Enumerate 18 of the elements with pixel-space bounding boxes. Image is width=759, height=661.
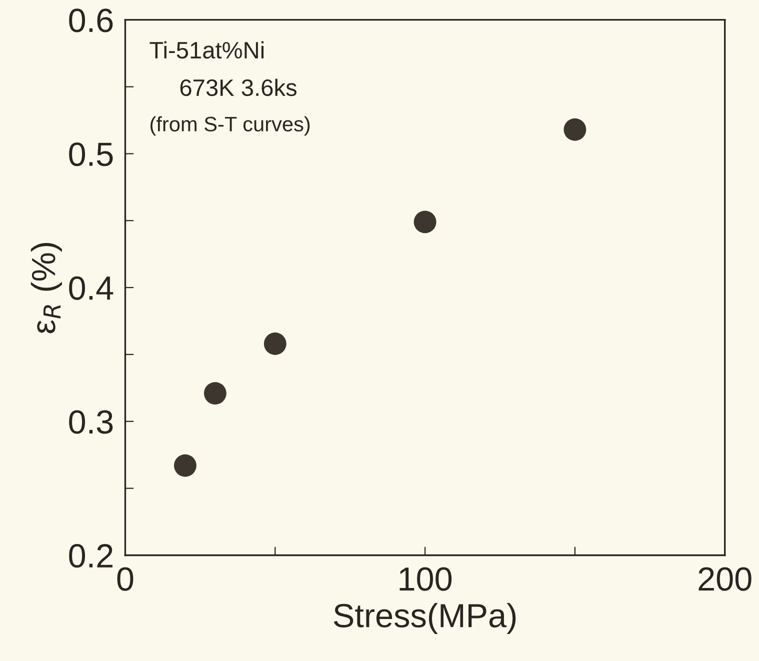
annotation: Ti-51at%Ni	[150, 41, 264, 59]
point	[174, 454, 196, 477]
y-tick-label: 0.2	[69, 544, 112, 568]
y-axis-title: ε$_{R}$ (%)	[30, 243, 62, 334]
x-tick-label: 200	[698, 567, 752, 591]
y-tick-label: 0.3	[69, 410, 113, 434]
y-tick-label: 0.6	[69, 8, 113, 32]
y-tick-label: 0.5	[69, 142, 113, 166]
point	[204, 382, 226, 404]
annotation: (from S-T curves)	[150, 116, 310, 136]
point	[564, 118, 586, 141]
y-tick-label: 0.4	[69, 276, 114, 300]
x-tick-label: 100	[400, 567, 452, 591]
x-tick-label: 0	[117, 567, 134, 591]
point	[414, 210, 436, 234]
point	[264, 332, 286, 355]
annotation: 673K 3.6ks	[180, 78, 296, 96]
x-axis-title: Stress(MPa)	[334, 602, 516, 634]
